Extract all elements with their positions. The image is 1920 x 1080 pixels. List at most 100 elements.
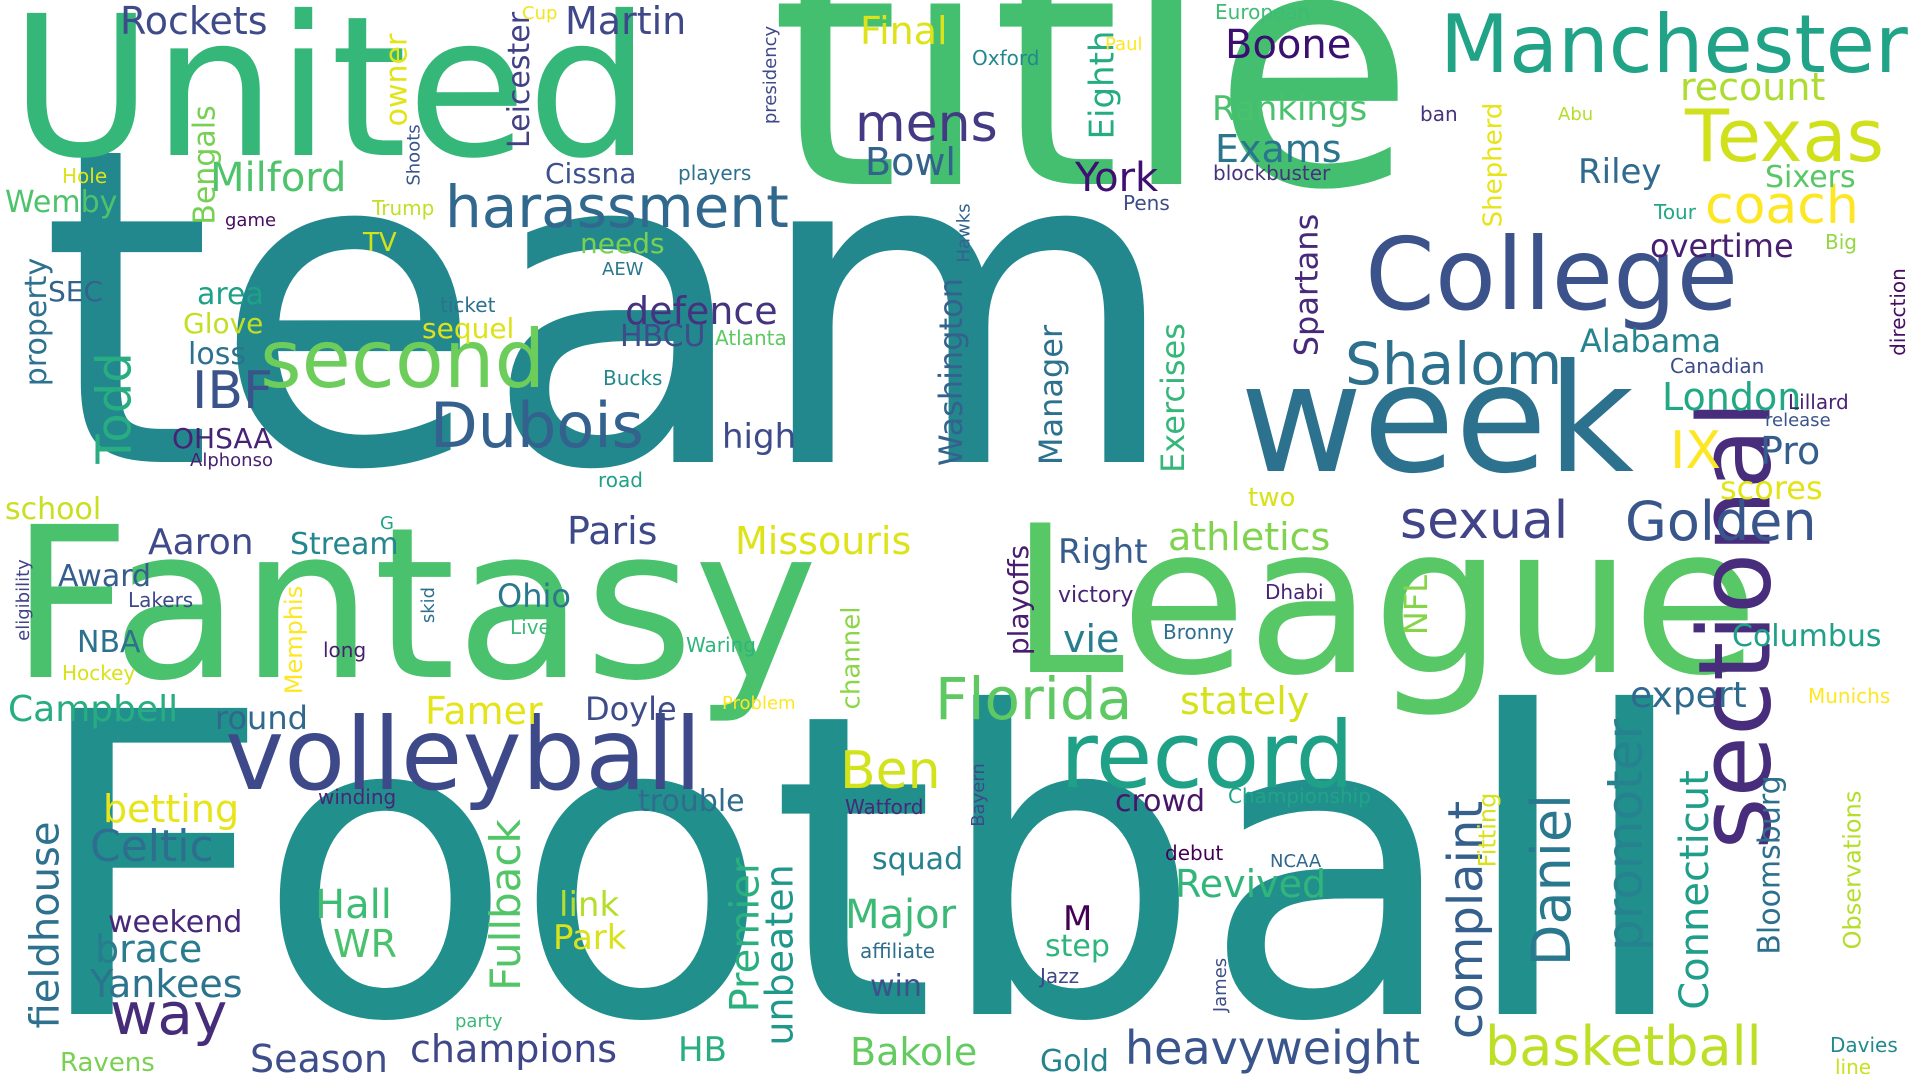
word: Bengals <box>187 105 223 225</box>
word: Yankees <box>90 962 243 1006</box>
word: Exercises <box>1153 323 1192 473</box>
word: Daniel <box>1520 793 1584 967</box>
word: release <box>1765 410 1831 431</box>
word: Bayern <box>967 763 989 827</box>
word: Bronny <box>1163 620 1234 644</box>
word: Alphonso <box>190 450 273 471</box>
word: victory <box>1058 583 1134 608</box>
word: Bowl <box>865 140 956 184</box>
word: unbeaten <box>757 864 802 1046</box>
word: Lillard <box>1788 390 1849 414</box>
word: winding <box>318 785 397 809</box>
word: Missouris <box>735 519 912 563</box>
word: coach <box>1705 176 1859 236</box>
word: debut <box>1165 841 1224 865</box>
word: champions <box>410 1027 618 1071</box>
word: loss <box>188 337 246 372</box>
word: channel <box>835 606 866 710</box>
word: SEC <box>48 275 104 308</box>
word: European <box>1215 0 1311 24</box>
word: College <box>1365 216 1739 333</box>
word: defence <box>625 289 778 333</box>
word: Pens <box>1123 191 1170 215</box>
word: Dhabi <box>1265 580 1324 604</box>
word: sexual <box>1400 491 1569 551</box>
word: Connecticut <box>1671 770 1718 1010</box>
word: game <box>225 210 277 231</box>
word: NCAA <box>1270 851 1322 872</box>
word: Fantasy <box>10 482 819 727</box>
word: Florida <box>935 665 1133 733</box>
word: Championship <box>1228 784 1371 808</box>
word: Gold <box>1040 1044 1109 1079</box>
word: squad <box>872 842 964 877</box>
word: OHSAA <box>172 422 273 455</box>
word: Spartans <box>1286 213 1325 357</box>
word: sequel <box>422 312 515 345</box>
word: WR <box>333 922 397 966</box>
word: Observations <box>1837 790 1866 950</box>
word: title <box>770 0 1416 262</box>
word: Stream <box>290 527 399 562</box>
word: area <box>197 277 264 312</box>
word: Waring <box>686 633 756 657</box>
word: Ravens <box>60 1048 155 1078</box>
word: recount <box>1680 65 1826 109</box>
word: IBF <box>192 361 273 421</box>
word: Todd <box>86 352 143 464</box>
word: blockbuster <box>1213 161 1331 185</box>
word: fieldhouse <box>21 821 68 1029</box>
word: Season <box>250 1037 388 1080</box>
word: direction <box>1885 268 1910 356</box>
word: betting <box>103 787 240 831</box>
word: playoffs <box>1002 544 1036 656</box>
word: Big <box>1825 230 1857 254</box>
word: volleyball <box>225 696 702 813</box>
word: vie <box>1063 617 1120 661</box>
word: IX <box>1670 421 1721 481</box>
word: Milford <box>210 155 347 201</box>
word: Paul <box>1105 34 1143 55</box>
word: week <box>1240 333 1635 507</box>
word: ticket <box>440 293 496 317</box>
word: eligibility <box>12 559 34 641</box>
word: players <box>678 161 752 185</box>
word: Davies <box>1830 1033 1898 1057</box>
word: Ohio <box>497 577 571 615</box>
word: affiliate <box>860 939 936 963</box>
word: Aaron <box>148 522 254 563</box>
word: Right <box>1058 532 1148 572</box>
word: record <box>1060 702 1354 809</box>
word: Texas <box>1685 94 1885 178</box>
word: Manchester <box>1440 0 1908 91</box>
word: Shepherd <box>1477 102 1508 228</box>
word: Glove <box>183 307 264 340</box>
word: Boone <box>1225 22 1352 68</box>
word: HBCU <box>620 319 706 354</box>
word: Wemby <box>5 185 118 220</box>
word: harassment <box>445 173 789 241</box>
word: owner <box>378 33 414 127</box>
word: athletics <box>1168 515 1331 559</box>
word: AEW <box>602 259 644 280</box>
word: Memphis <box>280 585 309 695</box>
word: Hawks <box>953 203 975 263</box>
word: Football <box>30 625 1693 1080</box>
word: stately <box>1180 679 1310 723</box>
word: brace <box>95 927 203 971</box>
word: presidency <box>760 25 782 125</box>
word: York <box>1075 155 1159 201</box>
word: Martin <box>565 0 687 43</box>
word: team <box>40 54 1182 566</box>
word: Shalom <box>1345 330 1563 398</box>
word: Tour <box>1654 200 1696 224</box>
word: Watford <box>845 795 924 819</box>
word: link <box>559 885 620 925</box>
word: Alabama <box>1580 322 1722 360</box>
word: scores <box>1720 469 1823 507</box>
word: two <box>1248 483 1296 513</box>
word: Hockey <box>62 661 136 685</box>
word: Atlanta <box>715 326 787 350</box>
word: trouble <box>638 784 745 819</box>
word: Doyle <box>585 690 677 728</box>
